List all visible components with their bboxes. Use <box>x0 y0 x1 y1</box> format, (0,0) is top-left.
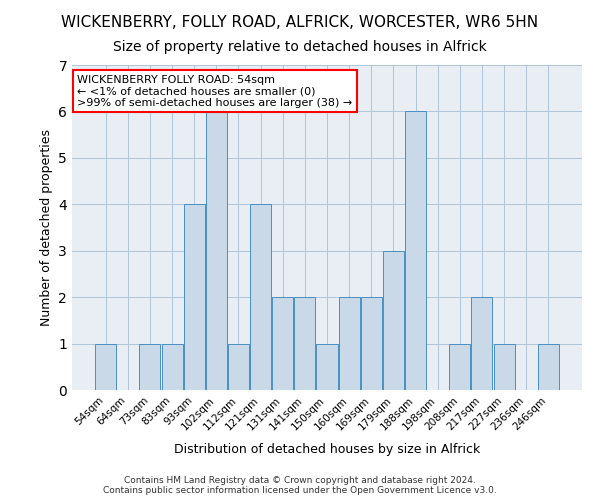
Bar <box>383 250 404 390</box>
Bar <box>338 297 359 390</box>
Bar <box>361 297 382 390</box>
Bar <box>95 344 116 390</box>
Bar <box>316 344 338 390</box>
Bar <box>161 344 182 390</box>
Bar <box>206 112 227 390</box>
Y-axis label: Number of detached properties: Number of detached properties <box>40 129 53 326</box>
Bar <box>405 112 426 390</box>
Bar <box>228 344 249 390</box>
Text: WICKENBERRY FOLLY ROAD: 54sqm
← <1% of detached houses are smaller (0)
>99% of s: WICKENBERRY FOLLY ROAD: 54sqm ← <1% of d… <box>77 74 352 108</box>
Text: Contains HM Land Registry data © Crown copyright and database right 2024.
Contai: Contains HM Land Registry data © Crown c… <box>103 476 497 495</box>
Text: Size of property relative to detached houses in Alfrick: Size of property relative to detached ho… <box>113 40 487 54</box>
Bar <box>295 297 316 390</box>
Bar <box>449 344 470 390</box>
Bar <box>139 344 160 390</box>
Bar <box>494 344 515 390</box>
Bar <box>472 297 493 390</box>
Text: WICKENBERRY, FOLLY ROAD, ALFRICK, WORCESTER, WR6 5HN: WICKENBERRY, FOLLY ROAD, ALFRICK, WORCES… <box>61 15 539 30</box>
X-axis label: Distribution of detached houses by size in Alfrick: Distribution of detached houses by size … <box>174 443 480 456</box>
Bar <box>538 344 559 390</box>
Bar <box>272 297 293 390</box>
Bar <box>250 204 271 390</box>
Bar <box>184 204 205 390</box>
